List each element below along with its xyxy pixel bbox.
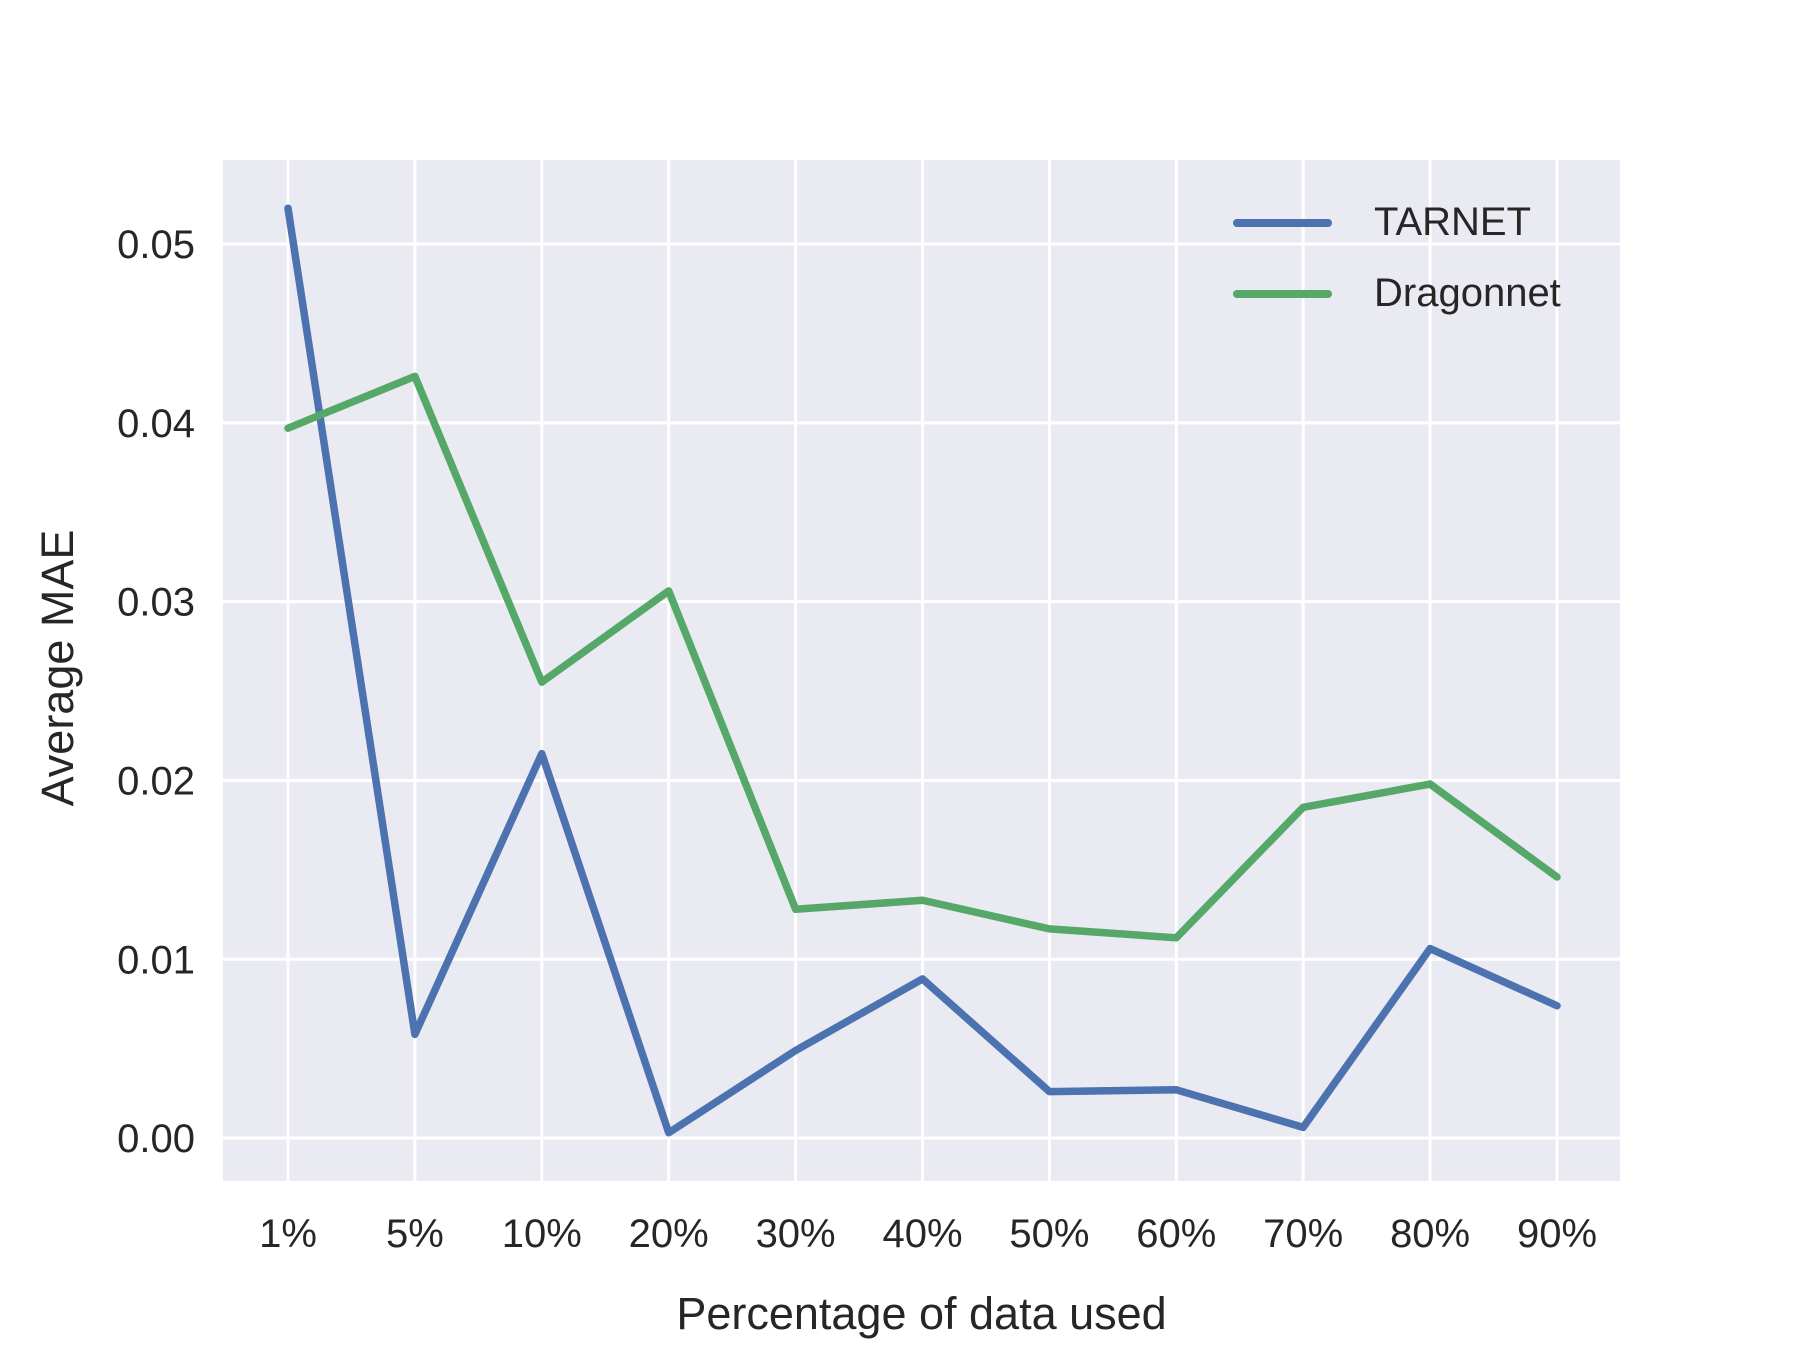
series-line-dragonnet: [284, 372, 1561, 942]
legend: TARNET Dragonnet: [1233, 187, 1561, 329]
y-tick-label: 0.05: [117, 223, 195, 267]
x-tick-label: 70%: [1263, 1212, 1343, 1256]
x-tick-label: 1%: [259, 1212, 317, 1256]
legend-label-dragonnet: Dragonnet: [1374, 271, 1561, 315]
x-tick-label: 90%: [1517, 1212, 1597, 1256]
x-axis-label: Percentage of data used: [676, 1288, 1167, 1339]
x-tick-label: 50%: [1009, 1212, 1089, 1256]
y-axis-label: Average MAE: [32, 529, 83, 807]
x-tick-label: 40%: [882, 1212, 962, 1256]
x-tick-label: 60%: [1136, 1212, 1216, 1256]
x-tick-label: 80%: [1390, 1212, 1470, 1256]
legend-label-tarnet: TARNET: [1374, 200, 1532, 244]
y-tick-label: 0.01: [117, 938, 195, 982]
dragonnet-line-swatch: [1233, 289, 1332, 298]
y-tick-label: 0.03: [117, 581, 195, 625]
tarnet-line-swatch: [1233, 218, 1332, 227]
legend-item-tarnet: TARNET: [1233, 187, 1561, 258]
y-tick-label: 0.04: [117, 402, 195, 446]
y-tick-label: 0.02: [117, 759, 195, 803]
x-tick-label: 5%: [386, 1212, 444, 1256]
series-line-tarnet: [284, 204, 1561, 1137]
y-tick-label: 0.00: [117, 1117, 195, 1161]
x-tick-label: 10%: [502, 1212, 582, 1256]
x-tick-label: 30%: [756, 1212, 836, 1256]
x-tick-label: 20%: [629, 1212, 709, 1256]
legend-item-dragonnet: Dragonnet: [1233, 258, 1561, 329]
